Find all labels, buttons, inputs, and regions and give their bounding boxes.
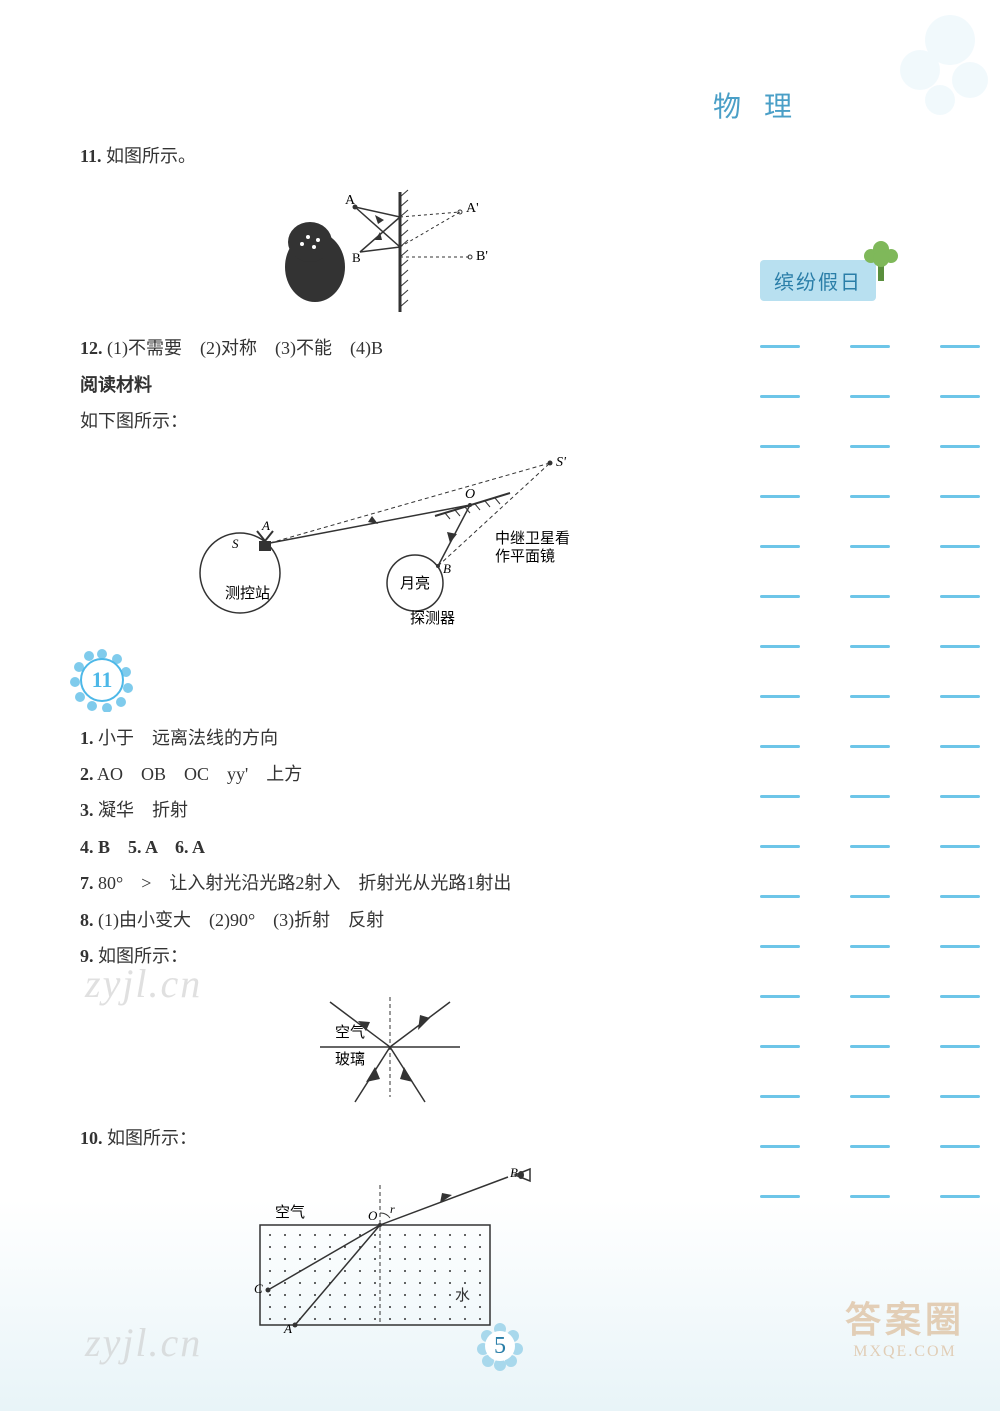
s11-a3: 3. 凝华 折射 xyxy=(80,794,700,826)
svg-text:探测器: 探测器 xyxy=(410,610,455,627)
svg-text:空气: 空气 xyxy=(275,1204,305,1221)
s11-a1: 1. 小于 远离法线的方向 xyxy=(80,722,700,754)
q12-text: (1)不需要 (2)对称 (3)不能 (4)B xyxy=(107,338,383,358)
svg-text:B: B xyxy=(510,1165,518,1180)
diagram-11: A A' B B' xyxy=(80,182,700,322)
svg-text:中继卫星看: 中继卫星看 xyxy=(495,530,570,547)
note-lines xyxy=(760,321,980,1221)
q11-num: 11. xyxy=(80,146,102,166)
svg-text:O: O xyxy=(368,1208,378,1223)
svg-text:B: B xyxy=(352,250,361,265)
svg-text:O: O xyxy=(465,487,475,502)
s11-a4: 4. B 5. A 6. A xyxy=(80,831,700,863)
badge-main: 答案圈 xyxy=(840,1291,970,1343)
diagram-reading: 测控站 A 月亮 B 探测器 O 中继卫星看 作平面镜 xyxy=(80,448,700,628)
svg-text:B': B' xyxy=(476,249,488,264)
svg-text:A: A xyxy=(283,1321,292,1335)
section-number: 11 xyxy=(80,658,124,702)
svg-text:A: A xyxy=(261,518,270,533)
corner-badge: 答案圈 MXQE.COM xyxy=(840,1291,970,1381)
q11-text: 如图所示。 xyxy=(106,146,196,166)
s11-a2: 2. AO OB OC yy' 上方 xyxy=(80,758,700,790)
svg-text:月亮: 月亮 xyxy=(400,575,430,592)
svg-text:玻璃: 玻璃 xyxy=(335,1051,365,1068)
sidebar-title: 缤纷假日 xyxy=(760,260,876,301)
svg-text:C: C xyxy=(254,1281,263,1296)
svg-text:测控站: 测控站 xyxy=(225,585,270,602)
svg-text:作平面镜: 作平面镜 xyxy=(495,547,555,565)
svg-text:S: S xyxy=(232,536,239,551)
q12-num: 12. xyxy=(80,338,103,358)
main-content: 11. 如图所示。 A xyxy=(80,140,700,1345)
section-badge-11: 11 xyxy=(70,648,134,712)
s11-a10: 10. 如图所示： xyxy=(80,1122,700,1154)
svg-text:水: 水 xyxy=(455,1287,470,1304)
s11-a7: 7. 80° > 让入射光沿光路2射入 折射光从光路1射出 xyxy=(80,867,700,899)
decoration-floral xyxy=(800,0,1000,150)
svg-text:r: r xyxy=(390,1202,395,1216)
svg-text:S': S' xyxy=(556,455,567,470)
svg-text:B: B xyxy=(443,561,451,576)
page-number: 5 xyxy=(475,1321,525,1371)
badge-sub: MXQE.COM xyxy=(840,1343,970,1361)
reading-subtitle: 如下图所示： xyxy=(80,405,700,437)
svg-text:空气: 空气 xyxy=(335,1024,365,1041)
s11-a8: 8. (1)由小变大 (2)90° (3)折射 反射 xyxy=(80,904,700,936)
reading-title: 阅读材料 xyxy=(80,369,700,401)
page-num-text: 5 xyxy=(494,1333,506,1360)
answer-11: 11. 如图所示。 xyxy=(80,140,700,172)
sidebar: 缤纷假日 xyxy=(760,260,980,1221)
svg-text:A: A xyxy=(345,193,356,208)
svg-text:A': A' xyxy=(466,201,479,216)
watermark-2: zyjl.cn xyxy=(85,1319,202,1366)
watermark-1: zyjl.cn xyxy=(85,960,202,1007)
diagram-10: 空气 水 O A C B xyxy=(80,1165,700,1335)
answer-12: 12. (1)不需要 (2)对称 (3)不能 (4)B xyxy=(80,332,700,364)
tree-icon xyxy=(856,236,906,286)
subject-header: 物 理 xyxy=(713,85,800,125)
